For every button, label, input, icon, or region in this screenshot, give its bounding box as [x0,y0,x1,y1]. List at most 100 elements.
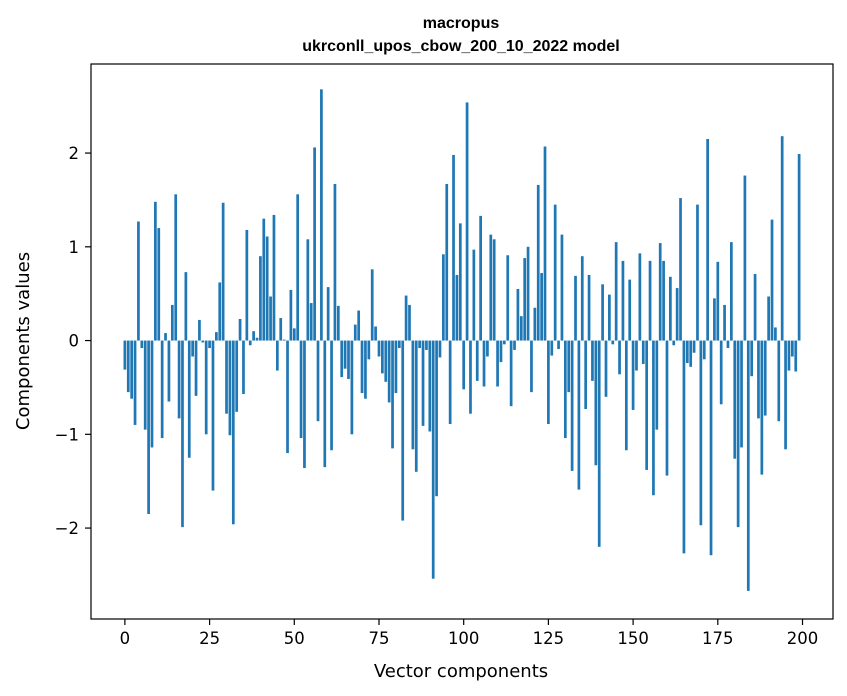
bar [763,340,767,416]
x-axis-ticks: 0 25 50 75 100 125 150 175 200 [120,619,818,648]
bar [580,256,584,341]
bar [333,184,337,341]
bar [397,340,401,349]
x-tick-label: 75 [368,629,389,648]
bar [384,340,388,382]
bar [201,340,205,343]
bar [757,340,760,419]
bar [157,228,161,341]
bar [377,340,381,357]
bar [509,340,513,407]
bar [143,340,147,430]
bar [699,340,703,526]
bar [218,282,222,341]
bar [560,234,564,341]
bar [492,239,496,341]
bar [394,340,398,394]
chart-title: macropus [423,15,500,32]
bar [482,340,486,387]
bar [204,340,208,435]
bar [797,154,801,341]
bar [381,340,384,374]
bar [404,295,408,341]
bar [652,340,655,496]
bar [418,340,421,349]
bar [709,340,713,556]
bar [289,289,293,341]
bar [472,249,476,341]
bar [167,340,171,402]
bar [794,340,798,372]
bar [133,340,137,425]
bar [198,319,201,341]
plot-frame [90,63,834,620]
bar [574,275,577,341]
bar [557,340,560,349]
bar [401,340,405,521]
bar [458,223,462,341]
bar [181,340,184,528]
y-tick-label: −2 [55,519,79,538]
bar [137,221,140,341]
bar [767,296,770,341]
bar [628,279,632,341]
bar [784,340,787,450]
bar [746,340,750,591]
x-tick-label: 50 [284,629,305,648]
bar [519,316,523,341]
bar [160,340,164,439]
bar [374,326,377,341]
bar [567,340,571,393]
bar [408,304,411,341]
bar [299,340,303,439]
bar [130,340,134,399]
bar [469,340,472,414]
bar [248,340,252,346]
bar [320,89,323,341]
bar [174,194,178,341]
bar [414,340,418,472]
bar [367,340,371,360]
bar [753,274,757,341]
bar [275,340,279,371]
bar [645,340,649,470]
bar [597,340,601,547]
bar [194,340,198,396]
bar [624,340,628,451]
bar [719,340,723,405]
bar [503,340,506,345]
bar [347,340,350,379]
bar [608,294,611,341]
bar [716,261,720,341]
bar [326,287,330,341]
bar [635,340,638,371]
bar [340,340,344,378]
bar [669,276,672,341]
bar [743,175,747,341]
bar [303,340,306,469]
bar [425,340,428,350]
bar [543,146,547,341]
bar [489,234,493,341]
bar [343,340,347,369]
bar [208,340,211,349]
bar [601,284,604,341]
y-tick-label: 1 [69,238,80,257]
bar [225,340,228,414]
x-axis-label: Vector components [374,661,548,682]
bar [733,340,737,459]
bar [309,303,313,341]
bar [262,218,266,341]
bar [364,340,367,399]
bar [604,340,608,397]
x-tick-label: 25 [199,629,220,648]
y-axis-label: Components values [13,252,34,430]
x-tick-label: 125 [533,629,565,648]
bar [553,204,557,341]
bar [164,333,167,341]
bar [221,202,225,341]
bar [323,340,327,468]
bar [726,340,730,349]
bar [658,243,662,341]
bar [231,340,235,525]
